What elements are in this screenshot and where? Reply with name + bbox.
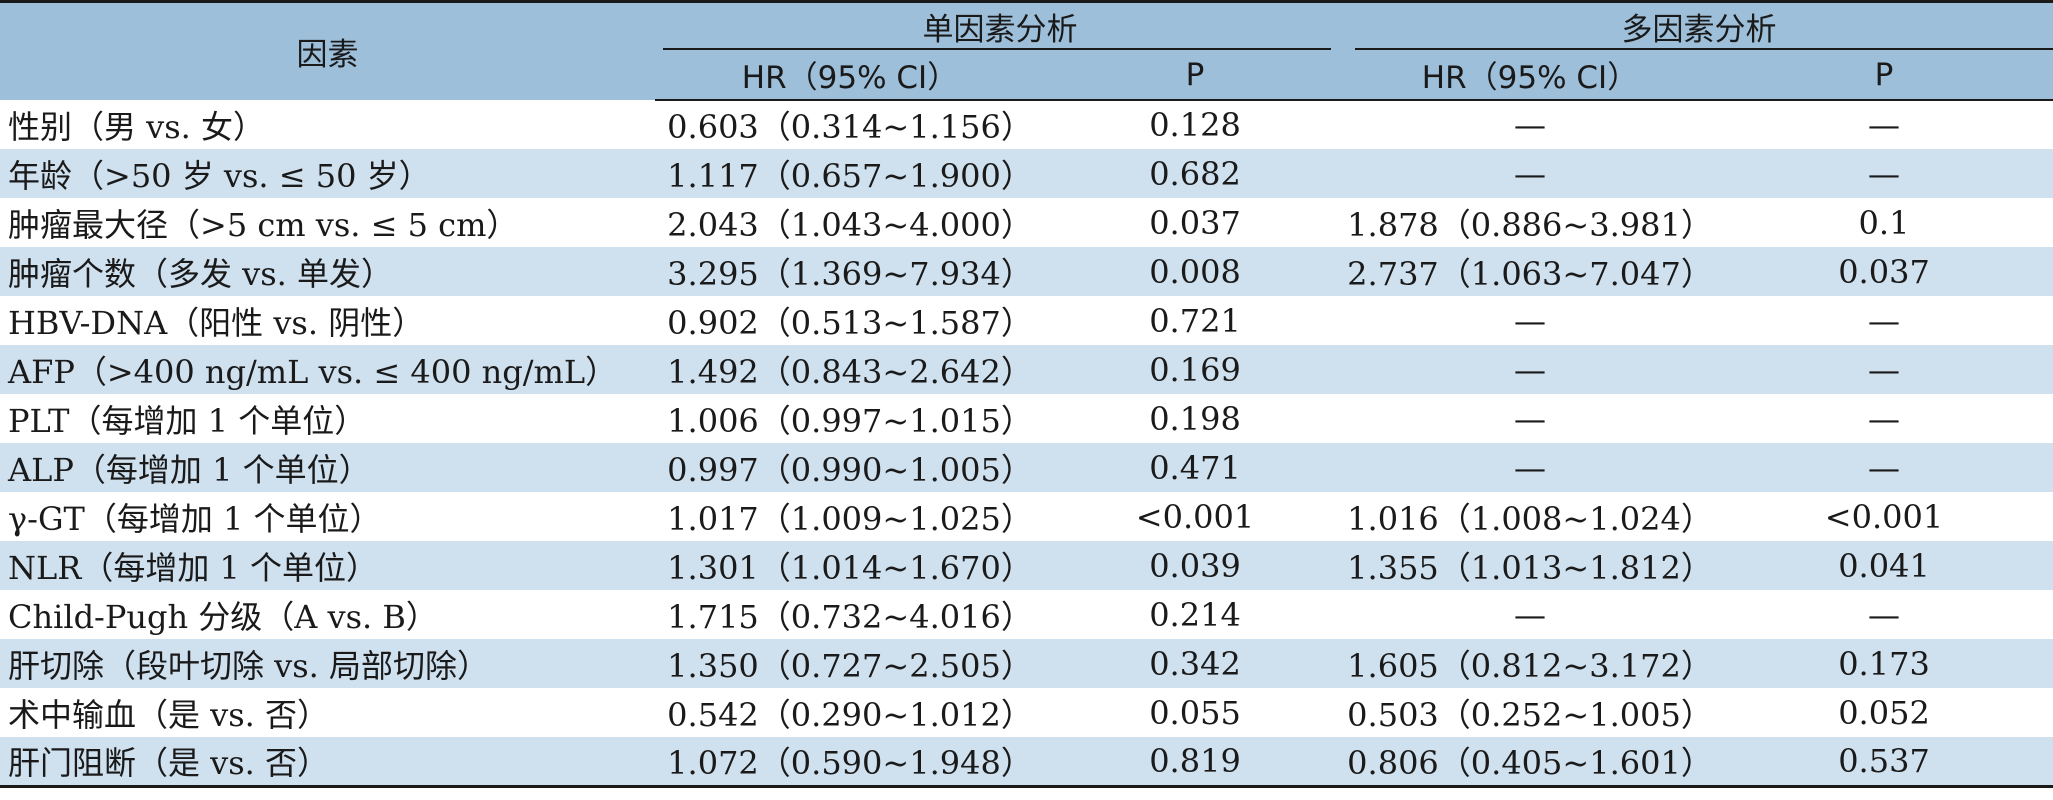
multivariate-p-cell: —: [1868, 154, 1900, 193]
multivariate-p-cell: 0.041: [1838, 546, 1930, 585]
univariate-hr-cell: 2.043（1.043~4.000）: [667, 205, 1033, 244]
table-row: 肿瘤最大径（>5 cm vs. ≤ 5 cm） 2.043（1.043~4.000…: [0, 198, 2053, 247]
multivariate-hr-cell: 1.355（1.013~1.812）: [1347, 548, 1713, 587]
univariate-hr-cell: 0.603（0.314~1.156）: [667, 108, 1033, 146]
factor-cell: Child-Pugh 分级（A vs. B）: [8, 597, 438, 636]
multivariate-p-cell: 0.037: [1838, 252, 1930, 291]
factor-cell: 肝门阻断（是 vs. 否）: [0, 737, 655, 788]
multivariate-p-cell: 0.537: [1715, 737, 2053, 788]
univariate-hr-cell: 1.117（0.657~1.900）: [667, 156, 1033, 195]
table-row: 术中输血（是 vs. 否） 0.542（0.290~1.012） 0.055 0.50…: [0, 688, 2053, 737]
univariate-p-header: P: [1045, 50, 1345, 101]
univariate-p-cell: 0.198: [1149, 399, 1241, 438]
multivariate-hr-cell: 1.016（1.008~1.024）: [1347, 499, 1713, 538]
univariate-hr-cell: 0.542（0.290~1.012）: [667, 695, 1033, 734]
univariate-hr-cell: 0.902（0.513~1.587）: [667, 303, 1033, 342]
univariate-p-cell: 0.128: [1149, 106, 1241, 144]
table-row: 肝门阻断（是 vs. 否） 1.072（0.590~1.948） 0.819 0.80…: [0, 737, 2053, 788]
univariate-hr-cell: 1.301（1.014~1.670）: [667, 548, 1033, 587]
multivariate-hr-cell: —: [1514, 448, 1546, 487]
multivariate-p-cell: —: [1868, 106, 1900, 144]
factor-cell: 肿瘤个数（多发 vs. 单发）: [8, 254, 394, 293]
multivariate-p-cell: —: [1868, 595, 1900, 634]
table-body: 性别（男 vs. 女） 0.603（0.314~1.156） 0.128— — 年龄（>…: [0, 100, 2053, 788]
factor-cell: 性别（男 vs. 女）: [8, 107, 266, 146]
univariate-group-header: 单因素分析: [655, 0, 1345, 51]
univariate-p-cell: 0.037: [1149, 203, 1241, 242]
table-row: HBV-DNA（阳性 vs. 阴性） 0.902（0.513~1.587） 0.72…: [0, 296, 2053, 345]
univariate-hr-cell: 1.017（1.009~1.025）: [667, 499, 1033, 538]
multivariate-hr-cell: —: [1514, 399, 1546, 438]
univariate-p-cell: 0.169: [1149, 350, 1241, 389]
univariate-p-cell: 0.721: [1149, 301, 1241, 340]
univariate-hr-cell: 1.715（0.732~4.016）: [667, 597, 1033, 636]
table-row: PLT（每增加 1 个单位） 1.006（0.997~1.015） 0.198 — —: [0, 394, 2053, 443]
multivariate-p-cell: 0.052: [1838, 693, 1930, 732]
univariate-p-cell: 0.008: [1149, 252, 1241, 291]
multivariate-hr-cell: 2.737（1.063~7.047）: [1347, 254, 1713, 293]
factor-cell: γ-GT（每增加 1 个单位）: [8, 499, 382, 538]
factor-cell: NLR（每增加 1 个单位）: [8, 548, 379, 587]
table-header: 因素 单因素分析 多因素分析 HR（95% CI） P HR（95% CI） P: [0, 0, 2053, 101]
table-row: 年龄（>50 岁 vs. ≤ 50 岁） 1.117（0.657~1.900） 0.…: [0, 149, 2053, 198]
univariate-p-cell: 0.342: [1149, 644, 1241, 683]
factor-cell: 肿瘤最大径（>5 cm vs. ≤ 5 cm）: [8, 205, 519, 244]
factor-column-header: 因素: [0, 0, 655, 100]
univariate-hr-cell: 1.492（0.843~2.642）: [667, 352, 1033, 391]
multivariate-p-cell: <0.001: [1824, 497, 1944, 536]
univariate-p-cell: 0.055: [1149, 693, 1241, 732]
multivariate-hr-cell: —: [1514, 154, 1546, 193]
multivariate-group-header: 多因素分析: [1345, 0, 2053, 51]
factor-cell: 年龄（>50 岁 vs. ≤ 50 岁）: [8, 156, 431, 195]
multivariate-hr-cell: 1.605（0.812~3.172）: [1347, 646, 1713, 685]
table-row: NLR（每增加 1 个单位） 1.301（1.014~1.670） 0.039 1.3…: [0, 541, 2053, 590]
factor-cell: AFP（>400 ng/mL vs. ≤ 400 ng/mL）: [8, 352, 618, 391]
factor-cell: HBV-DNA（阳性 vs. 阴性）: [8, 303, 425, 342]
multivariate-hr-cell: 0.806（0.405~1.601）: [1345, 737, 1715, 788]
table-row: Child-Pugh 分级（A vs. B） 1.715（0.732~4.016）…: [0, 590, 2053, 639]
factor-cell: ALP（每增加 1 个单位）: [8, 450, 371, 489]
table-row: ALP（每增加 1 个单位） 0.997（0.990~1.005） 0.471 — —: [0, 443, 2053, 492]
multivariate-hr-cell: 0.503（0.252~1.005）: [1347, 695, 1713, 734]
multivariate-p-cell: —: [1868, 448, 1900, 487]
multivariate-p-cell: —: [1868, 301, 1900, 340]
header-row-groups: 因素 单因素分析 多因素分析: [0, 0, 2053, 100]
multivariate-p-cell: —: [1868, 350, 1900, 389]
univariate-hr-cell: 3.295（1.369~7.934）: [667, 254, 1033, 293]
univariate-hr-cell: 1.072（0.590~1.948）: [655, 737, 1045, 788]
multivariate-p-cell: 0.173: [1838, 644, 1930, 683]
multivariate-p-cell: —: [1868, 399, 1900, 438]
header-row-columns: HR（95% CI） P HR（95% CI） P: [0, 50, 2053, 101]
multivariate-hr-cell: —: [1514, 301, 1546, 340]
univariate-p-cell: <0.001: [1135, 497, 1255, 536]
table-row: 肝切除（段叶切除 vs. 局部切除） 1.350（0.727~2.505） 0.34…: [0, 639, 2053, 688]
multivariate-p-header: P: [1715, 50, 2053, 101]
multivariate-hr-header: HR（95% CI）: [1345, 50, 1715, 101]
multivariate-hr-cell: —: [1514, 595, 1546, 634]
univariate-hr-header: HR（95% CI）: [655, 50, 1045, 101]
table-row: AFP（>400 ng/mL vs. ≤ 400 ng/mL） 1.492（0.8…: [0, 345, 2053, 394]
univariate-p-cell: 0.471: [1149, 448, 1241, 487]
factor-cell: 肝切除（段叶切除 vs. 局部切除）: [8, 646, 490, 685]
multivariate-hr-cell: 1.878（0.886~3.981）: [1347, 205, 1713, 244]
univariate-p-cell: 0.214: [1149, 595, 1241, 634]
table-row: 性别（男 vs. 女） 0.603（0.314~1.156） 0.128 — —: [0, 100, 2053, 149]
multivariate-hr-cell: —: [1514, 350, 1546, 389]
multivariate-hr-cell: —: [1514, 106, 1546, 144]
univariate-hr-cell: 1.350（0.727~2.505）: [667, 646, 1033, 685]
table-row: γ-GT（每增加 1 个单位） 1.017（1.009~1.025） <0.001 1…: [0, 492, 2053, 541]
table-row: 肿瘤个数（多发 vs. 单发） 3.295（1.369~7.934） 0.008 2.…: [0, 247, 2053, 296]
univariate-p-cell: 0.819: [1045, 737, 1345, 788]
multivariate-p-cell: 0.1: [1858, 203, 1910, 242]
factor-cell: PLT（每增加 1 个单位）: [8, 401, 367, 440]
univariate-hr-cell: 0.997（0.990~1.005）: [667, 450, 1033, 489]
factor-cell: 术中输血（是 vs. 否）: [8, 695, 330, 734]
univariate-p-cell: 0.039: [1149, 546, 1241, 585]
univariate-p-cell: 0.682: [1149, 154, 1241, 193]
univariate-hr-cell: 1.006（0.997~1.015）: [667, 401, 1033, 440]
